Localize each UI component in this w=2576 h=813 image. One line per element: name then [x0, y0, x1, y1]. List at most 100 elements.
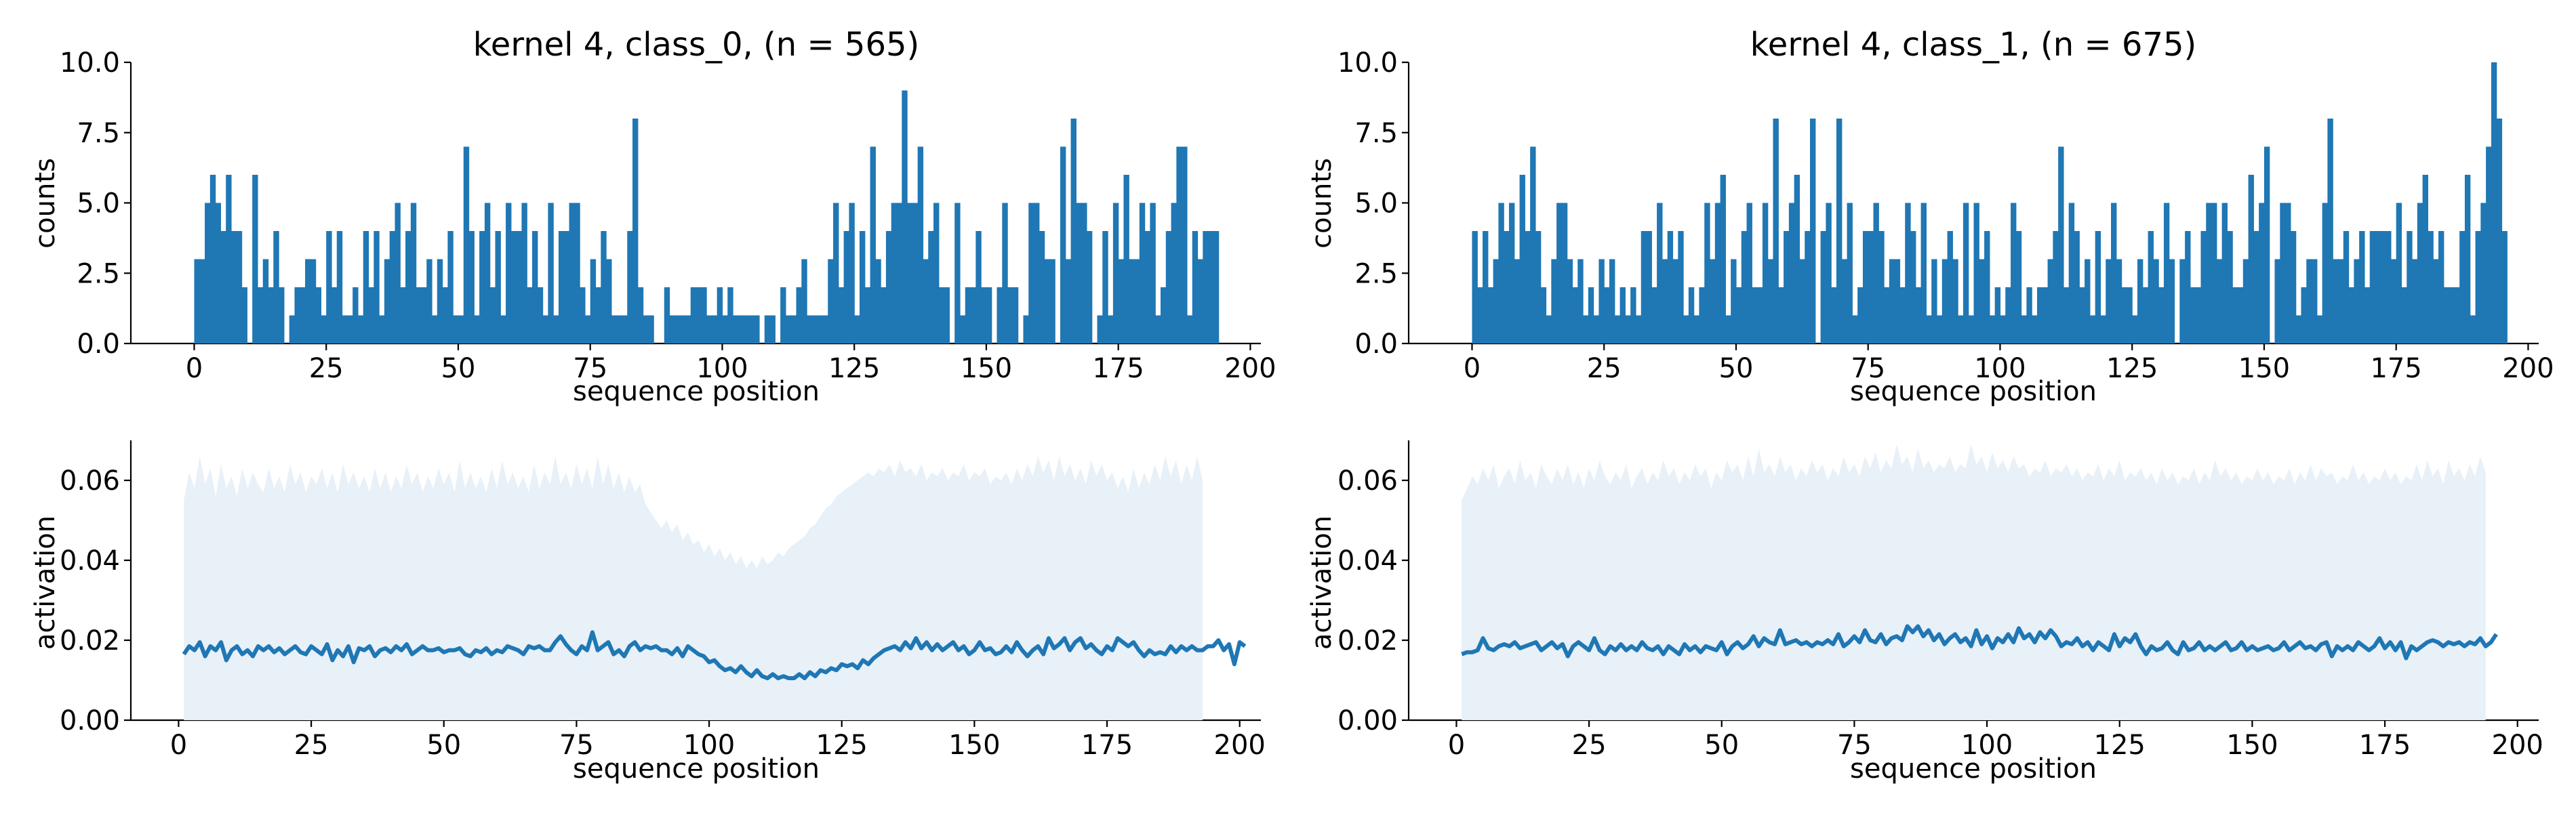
count-bar-class0 — [421, 287, 427, 343]
count-bar-class0 — [1102, 231, 1108, 343]
count-bar-class1 — [2316, 315, 2323, 343]
count-bar-class0 — [542, 315, 548, 343]
count-bar-class0 — [796, 287, 802, 343]
count-bar-class1 — [1714, 203, 1721, 343]
counts-class1-y-tick-label: 0.0 — [1354, 329, 1398, 360]
count-bar-class1 — [2422, 175, 2429, 343]
count-bar-class0 — [437, 259, 443, 343]
count-bar-class1 — [1699, 287, 1705, 343]
count-bar-class1 — [1920, 203, 1927, 343]
count-bar-class0 — [231, 231, 237, 343]
count-bar-class0 — [395, 203, 401, 343]
count-bar-class1 — [2200, 231, 2207, 343]
count-bar-class1 — [2237, 287, 2244, 343]
count-bar-class1 — [1931, 259, 1937, 343]
count-bar-class1 — [1773, 119, 1779, 343]
count-bar-class0 — [563, 231, 570, 343]
count-bar-class1 — [2322, 203, 2329, 343]
count-bar-class0 — [495, 231, 501, 343]
count-bar-class0 — [374, 231, 380, 343]
count-bar-class1 — [1625, 315, 1631, 343]
count-bar-class1 — [2242, 259, 2249, 343]
count-bar-class1 — [2449, 287, 2455, 343]
count-bar-class0 — [785, 315, 792, 343]
count-bar-class1 — [1968, 315, 1975, 343]
count-bar-class1 — [1857, 287, 1864, 343]
count-bar-class0 — [236, 231, 243, 343]
activation-class0-x-tick-label: 200 — [1214, 730, 1266, 761]
count-bar-class1 — [1572, 287, 1578, 343]
counts-class0-y-tick-label: 7.5 — [77, 118, 120, 149]
count-bar-class0 — [257, 287, 264, 343]
count-bar-class1 — [2211, 203, 2217, 343]
count-bar-class1 — [2015, 231, 2022, 343]
counts-class0-x-tick-label: 175 — [1092, 353, 1144, 384]
count-bar-class0 — [1182, 146, 1188, 343]
xlabel-activation-class0: sequence position — [573, 753, 820, 785]
count-bar-class1 — [2011, 203, 2017, 343]
counts-class0-y-tick-label: 0.0 — [77, 329, 120, 360]
count-bar-class0 — [1165, 231, 1172, 343]
count-bar-class1 — [1598, 259, 1605, 343]
count-bar-class1 — [2036, 287, 2043, 343]
count-bar-class0 — [1176, 146, 1182, 343]
count-bar-class0 — [701, 287, 707, 343]
count-bar-class0 — [733, 315, 739, 343]
count-bar-class0 — [595, 287, 601, 343]
count-bar-class1 — [1836, 119, 1843, 343]
activation-class0-x-tick-label: 125 — [816, 730, 868, 761]
count-bar-class1 — [2290, 231, 2297, 343]
count-bar-class0 — [590, 259, 597, 343]
count-bar-class0 — [1112, 203, 1119, 343]
count-bar-class0 — [843, 231, 850, 343]
count-bar-class0 — [405, 231, 411, 343]
count-bar-class0 — [769, 315, 776, 343]
count-bar-class0 — [669, 315, 675, 343]
count-bar-class1 — [1868, 231, 1874, 343]
count-bar-class1 — [1889, 259, 1895, 343]
counts-class0-x-tick-label: 0 — [186, 353, 203, 384]
count-bar-class1 — [2079, 287, 2085, 343]
count-bar-class1 — [1873, 203, 1879, 343]
count-bar-class1 — [1894, 259, 1901, 343]
count-bar-class1 — [2116, 259, 2122, 343]
count-bar-class0 — [205, 203, 211, 343]
counts-class1-x-tick-label: 200 — [2502, 353, 2554, 384]
count-bar-class0 — [1129, 259, 1135, 343]
count-bar-class1 — [2312, 259, 2318, 343]
count-bar-class0 — [326, 231, 332, 343]
count-bar-class0 — [891, 203, 898, 343]
count-bar-class0 — [959, 315, 966, 343]
count-bar-class1 — [1752, 287, 1758, 343]
count-bar-class1 — [1493, 259, 1500, 343]
count-bar-class0 — [616, 315, 623, 343]
count-bar-class0 — [801, 259, 807, 343]
count-bar-class0 — [722, 315, 728, 343]
count-bar-class1 — [2095, 231, 2101, 343]
count-bar-class0 — [859, 231, 866, 343]
count-bar-class1 — [1778, 287, 1784, 343]
count-bar-class0 — [336, 231, 343, 343]
count-bar-class1 — [1678, 231, 1684, 343]
count-bar-class0 — [1060, 146, 1066, 343]
count-bar-class1 — [2005, 287, 2011, 343]
count-bar-class0 — [209, 175, 216, 343]
count-bar-class1 — [2480, 203, 2487, 343]
count-bar-class0 — [1139, 203, 1146, 343]
count-bar-class0 — [706, 315, 712, 343]
count-bar-class1 — [1862, 231, 1869, 343]
count-bar-class0 — [1039, 231, 1045, 343]
count-bar-class0 — [1023, 315, 1029, 343]
count-bar-class0 — [938, 287, 945, 343]
count-bar-class0 — [622, 315, 628, 343]
count-bar-class0 — [262, 259, 269, 343]
count-bar-class0 — [896, 203, 902, 343]
activation-class0-x-tick-label: 50 — [426, 730, 461, 761]
count-bar-class0 — [1076, 203, 1082, 343]
count-bar-class0 — [199, 259, 205, 343]
count-bar-class1 — [2068, 203, 2075, 343]
count-bar-class1 — [1899, 287, 1906, 343]
ylabel-activation-class1: activation — [1306, 516, 1337, 650]
count-bar-class0 — [717, 287, 723, 343]
count-bar-class1 — [2216, 259, 2223, 343]
